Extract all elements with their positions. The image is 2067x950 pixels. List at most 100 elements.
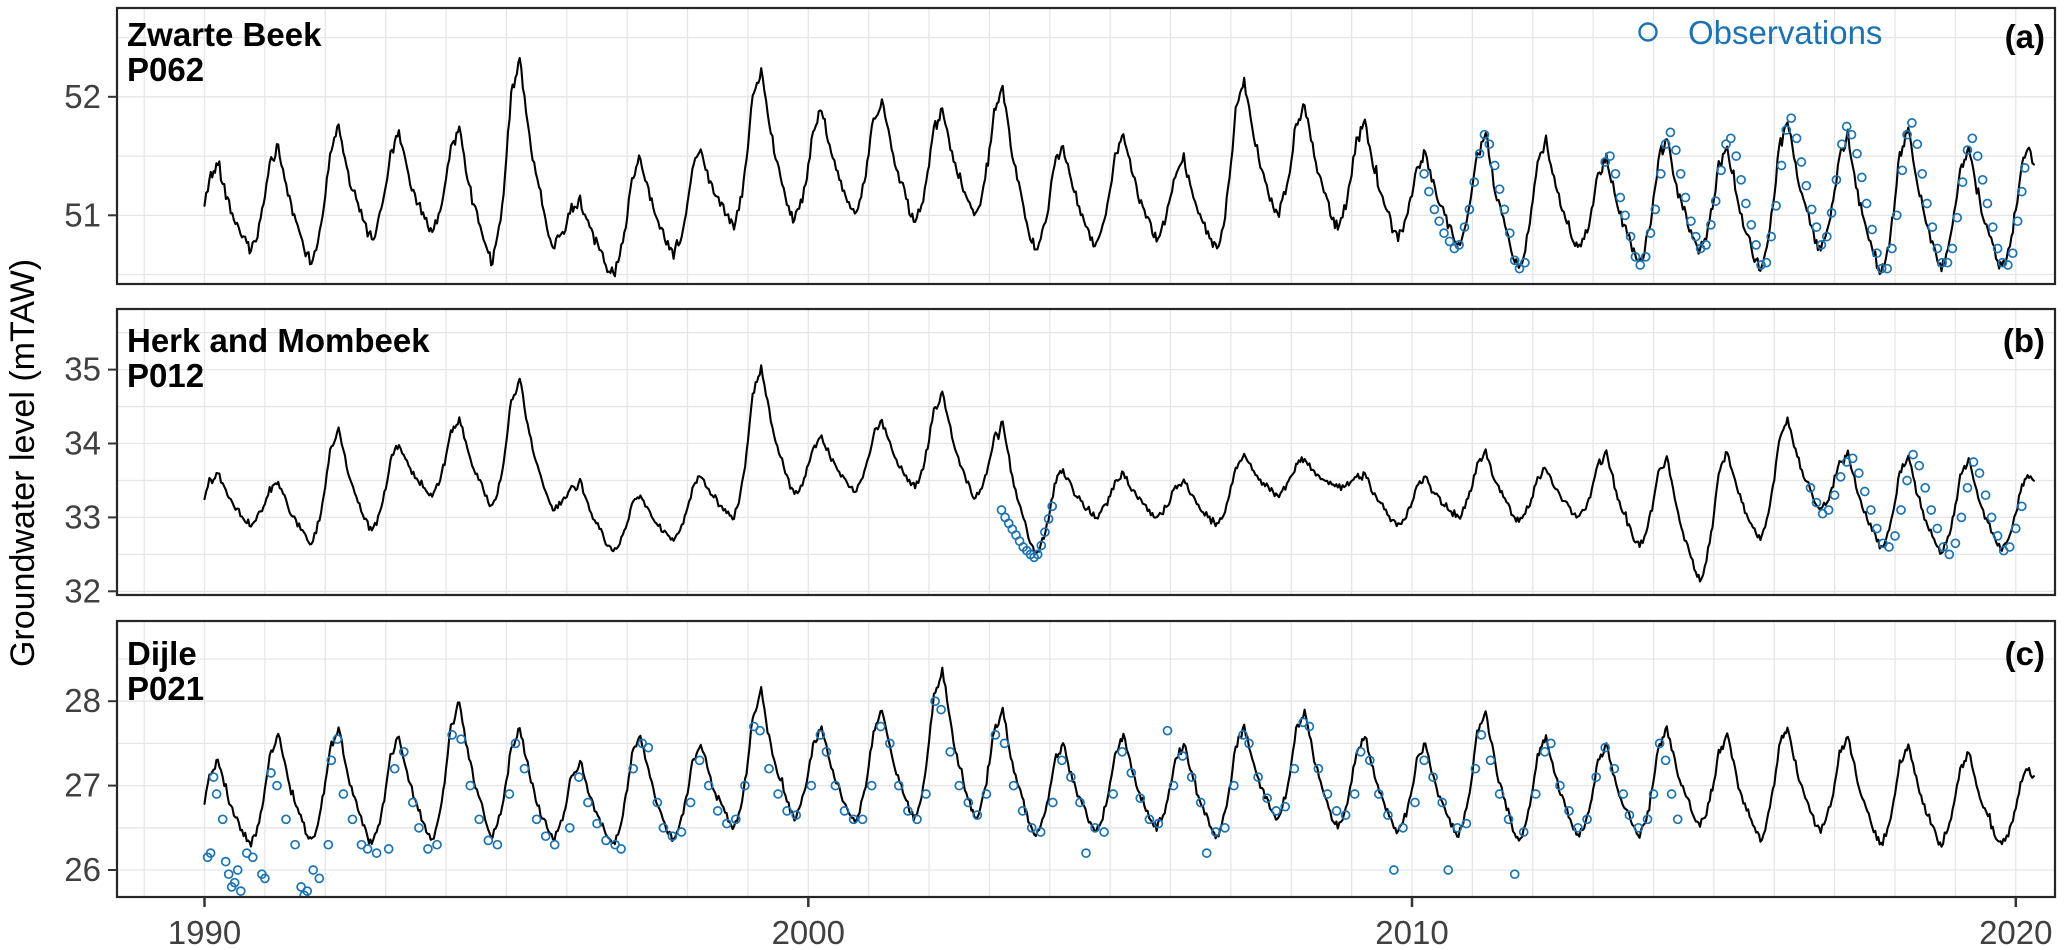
observation-point: [806, 780, 817, 791]
observation-point: [1220, 822, 1230, 833]
observation-point: [1721, 139, 1731, 150]
observation-point: [583, 797, 593, 808]
observation-point: [839, 806, 850, 816]
observation-point: [1476, 730, 1487, 740]
observation-point: [1882, 263, 1893, 274]
observation-point: [2007, 248, 2018, 259]
observation-point: [1600, 742, 1611, 753]
observation-point: [1690, 231, 1701, 242]
y-tick-label: 33: [64, 498, 101, 535]
observation-point: [1891, 210, 1902, 221]
observation-point: [1665, 127, 1676, 138]
observation-point: [1890, 531, 1900, 541]
x-tick-label: 2020: [1979, 914, 2052, 950]
observation-point: [371, 848, 382, 858]
observation-point: [1859, 486, 1870, 497]
observation-point: [1410, 797, 1420, 808]
observation-point: [1997, 257, 2008, 268]
panel-a-title-well: P062: [127, 51, 204, 88]
observation-point: [1494, 184, 1505, 195]
observation-point: [1469, 177, 1480, 187]
observation-point: [1853, 468, 1864, 478]
observation-point: [2010, 523, 2021, 534]
observation-point: [972, 810, 983, 820]
observation-point: [1856, 172, 1867, 183]
observation-point: [685, 797, 696, 808]
panel-c-series: [202, 666, 2035, 897]
observation-point: [1485, 755, 1496, 766]
observation-point: [1331, 806, 1342, 816]
observation-point: [1716, 165, 1726, 176]
y-tick-label: 34: [64, 425, 101, 462]
observation-point: [1313, 763, 1324, 774]
observation-point: [821, 746, 832, 757]
y-tick-label: 51: [64, 196, 101, 233]
observation-point: [1761, 257, 1772, 268]
observation-point: [1162, 725, 1173, 736]
observation-point: [323, 839, 334, 850]
observation-point: [1986, 512, 1997, 523]
observation-point: [857, 814, 868, 825]
observation-point: [2004, 542, 2015, 552]
panel-a-title-site: Zwarte Beek: [127, 16, 322, 53]
observation-point: [643, 742, 654, 753]
observation-point: [1389, 865, 1399, 875]
observation-point: [1872, 523, 1882, 534]
observation-point: [1926, 505, 1937, 515]
observation-point: [1731, 151, 1742, 161]
observation-point: [703, 780, 714, 791]
panel-b-gridlines: [117, 309, 2055, 595]
observation-point: [211, 789, 222, 799]
observation-point: [383, 844, 394, 854]
observation-point: [884, 738, 895, 749]
observation-point: [1907, 118, 1917, 128]
observation-point: [308, 865, 319, 875]
observation-point: [229, 877, 240, 888]
observation-point: [362, 844, 373, 854]
observation-point: [217, 814, 228, 825]
observation-point: [990, 730, 1001, 740]
simulation-line: [203, 666, 2035, 848]
panel-b-border: [115, 307, 2057, 597]
observation-point: [1645, 228, 1656, 238]
legend-observations-marker-icon: [1638, 22, 1658, 42]
observation-point: [1618, 789, 1629, 799]
observation-point: [1957, 177, 1968, 187]
observation-point: [1942, 257, 1953, 268]
observation-point: [1956, 512, 1967, 523]
observation-point: [1398, 822, 1408, 833]
observation-point: [1766, 231, 1777, 242]
observation-point: [1609, 763, 1620, 774]
observation-point: [1902, 129, 1912, 140]
observation-point: [504, 789, 515, 799]
observation-point: [1630, 251, 1641, 262]
observation-point: [2012, 216, 2023, 227]
legend: Observations: [1638, 14, 1882, 51]
observation-point: [601, 835, 611, 846]
observation-point: [1701, 240, 1711, 250]
observation-point: [266, 768, 276, 778]
observation-point: [347, 814, 358, 825]
observation-point: [1902, 475, 1912, 486]
observation-point: [764, 763, 774, 774]
observation-point: [1443, 865, 1454, 875]
observation-point: [1887, 243, 1897, 254]
observation-point: [314, 873, 325, 884]
observation-point: [1962, 482, 1973, 493]
observation-point: [423, 844, 433, 854]
observation-point: [1008, 780, 1019, 791]
observation-point: [1464, 204, 1475, 215]
observation-point: [1459, 222, 1470, 232]
observation-point: [407, 797, 418, 808]
panel-c-title-site: Dijle: [127, 635, 197, 672]
observation-point: [658, 822, 669, 833]
observation-point: [1499, 204, 1510, 215]
observation-point: [1047, 501, 1058, 512]
observation-point: [592, 818, 602, 829]
observation-point: [1573, 822, 1583, 833]
observation-point: [414, 822, 424, 833]
observation-point: [332, 734, 343, 745]
observation-point: [398, 746, 409, 757]
observation-point: [1271, 806, 1282, 816]
observation-point: [208, 772, 219, 782]
